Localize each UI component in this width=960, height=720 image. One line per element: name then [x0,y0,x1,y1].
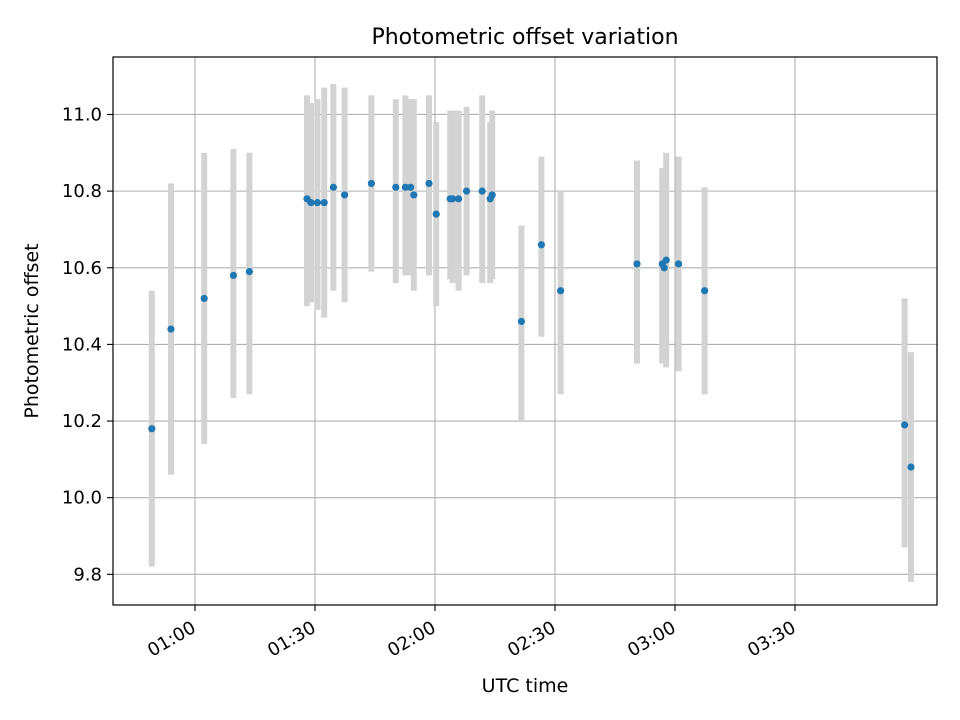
data-point [463,187,471,195]
data-point [167,325,175,333]
y-tick-label: 10.6 [62,258,102,279]
x-tick-label: 02:30 [504,617,559,661]
y-tick-label: 9.8 [73,564,102,585]
data-point [341,191,349,199]
data-point [410,191,418,199]
y-tick-label: 10.4 [62,334,102,355]
data-point [449,195,457,203]
data-point [329,183,337,191]
x-tick-label: 02:00 [384,617,439,661]
data-point [478,187,486,195]
x-tick-label: 01:00 [144,617,199,661]
error-bars [148,83,914,583]
data-point [367,179,375,188]
data-point [488,191,496,199]
x-tick-label: 03:00 [624,617,679,661]
y-tick-label: 10.2 [62,411,102,432]
y-axis-ticks: 9.8 10.0 10.2 10.4 10.6 10.8 11.0 [62,104,113,585]
data-point [320,199,328,207]
data-point [307,199,315,207]
data-point [313,199,321,207]
x-axis-label: UTC time [482,675,569,697]
y-axis-label: Photometric offset [21,243,43,418]
plot-area-frame [112,56,938,606]
data-point [701,287,709,295]
data-point [200,294,208,303]
data-point [907,463,915,471]
data-point [148,425,156,433]
y-tick-label: 10.8 [62,181,102,202]
data-point [229,271,237,280]
data-point [401,183,409,191]
data-point [660,264,668,272]
data-point [901,421,909,429]
x-axis-ticks: 01:00 01:30 02:00 02:30 03:00 03:30 [144,605,800,661]
x-tick-label: 03:30 [744,617,799,661]
data-point [407,183,415,191]
y-tick-label: 11.0 [62,104,102,125]
grid-lines [113,57,937,605]
data-point [432,210,440,218]
x-tick-label: 01:30 [264,617,319,661]
chart-title: Photometric offset variation [371,25,678,50]
y-tick-label: 10.0 [62,488,102,509]
data-point [537,241,546,249]
data-point [662,256,670,264]
data-point [517,317,526,326]
data-point [557,287,565,295]
data-point [455,195,463,203]
data-point [675,260,683,268]
data-point [425,179,433,188]
data-point [392,183,400,191]
data-point [633,260,641,268]
data-point [245,268,253,276]
data-points [148,179,915,471]
